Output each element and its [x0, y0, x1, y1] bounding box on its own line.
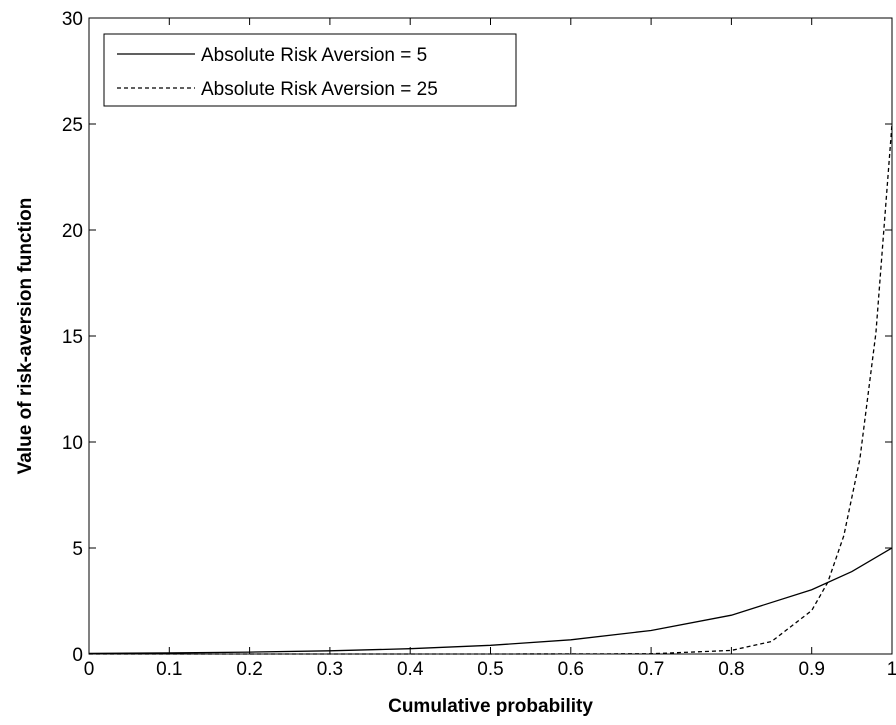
y-tick-label: 25: [62, 115, 83, 136]
x-tick-label: 0.3: [317, 659, 343, 680]
series-lines: [88, 123, 893, 655]
x-tick-label: 0.7: [638, 659, 664, 680]
series-line-0: [88, 547, 893, 655]
x-tick-label: 0.2: [236, 659, 262, 680]
x-tick-label: 0.9: [798, 659, 824, 680]
y-tick-label: 30: [62, 9, 83, 30]
y-tick-label: 10: [62, 433, 83, 454]
x-tick-label: 0.6: [558, 659, 584, 680]
y-tick-label: 5: [72, 539, 83, 560]
y-tick-label: 15: [62, 327, 83, 348]
x-tick-label: 1: [887, 659, 896, 680]
x-axis-title: Cumulative probability: [388, 696, 593, 717]
x-tick-label: 0.5: [477, 659, 503, 680]
legend-box: [103, 33, 517, 107]
y-tick-label: 20: [62, 221, 83, 242]
plot-area: 0 0.1 0.2 0.3 0.4 0.5 0.6 0.7 0.8 0.9 1 0 5 10 15 20 25…: [62, 9, 896, 680]
x-axis: 0 0.1 0.2 0.3 0.4 0.5 0.6 0.7 0.8 0.9 1: [84, 18, 896, 680]
legend-entry-ara-5: Absolute Risk Aversion = 5: [201, 45, 427, 66]
x-tick-label: 0.4: [397, 659, 424, 680]
x-tick-label: 0.1: [156, 659, 182, 680]
y-axis: 0 5 10 15 20 25 30: [62, 9, 892, 666]
plot-frame: [88, 17, 893, 655]
y-axis-title: Value of risk-aversion function: [15, 198, 36, 475]
y-tick-label: 0: [72, 645, 83, 666]
x-tick-label: 0.8: [718, 659, 744, 680]
legend-entry-ara-25: Absolute Risk Aversion = 25: [201, 79, 438, 100]
x-tick-label: 0: [84, 659, 95, 680]
legend: Absolute Risk Aversion = 5 Absolute Risk…: [103, 33, 517, 107]
